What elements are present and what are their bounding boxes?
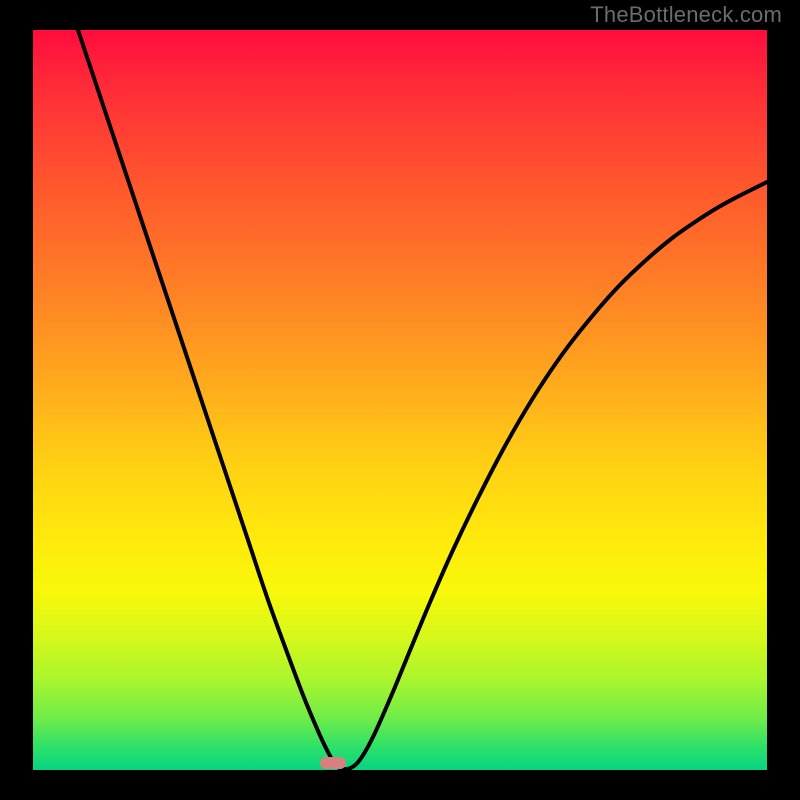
plot-area <box>33 30 767 770</box>
optimum-marker <box>320 757 346 769</box>
curve-path <box>78 30 767 769</box>
bottleneck-curve <box>33 30 767 770</box>
chart-frame: TheBottleneck.com <box>0 0 800 800</box>
watermark-text: TheBottleneck.com <box>590 2 782 28</box>
